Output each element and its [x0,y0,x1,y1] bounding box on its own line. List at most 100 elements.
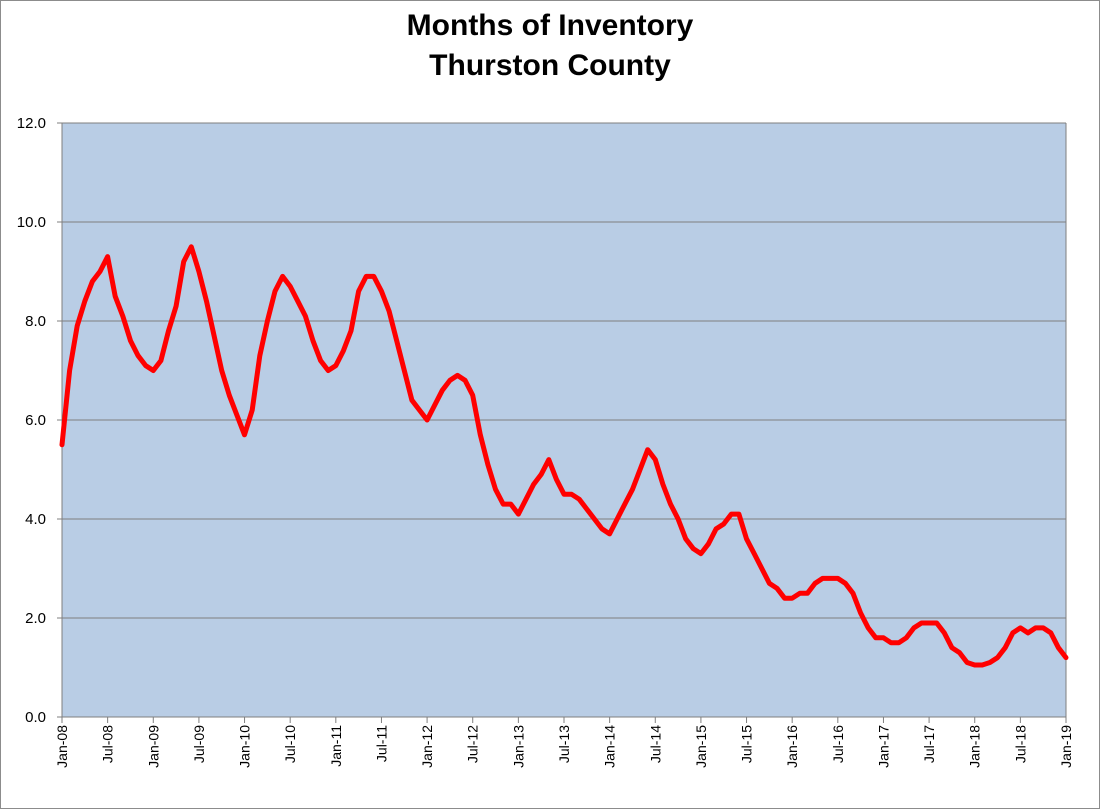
data-point [661,482,665,486]
data-point [585,507,589,511]
data-point [920,621,923,625]
data-point [600,527,604,531]
data-point [1011,631,1015,635]
data-point [281,274,285,278]
data-point [973,663,977,667]
data-point [395,339,399,343]
data-point [1056,646,1060,650]
chart-title-line-1: Months of Inventory [406,9,694,42]
data-point [570,492,574,496]
y-tick-label: 2.0 [25,610,46,627]
data-point [448,378,452,382]
data-point [235,413,239,417]
data-point [760,567,764,570]
data-point [144,364,148,368]
data-point [653,458,657,462]
x-tick-label: Jul-15 [739,725,755,763]
data-point [509,502,513,506]
data-point [106,255,110,259]
data-point [349,329,353,333]
data-point [988,661,992,664]
x-tick-label: Jan-18 [967,725,983,768]
data-point [296,299,300,303]
data-point [471,393,475,397]
data-point [615,517,619,521]
data-point [577,497,581,501]
data-point [836,576,840,580]
data-point [798,591,802,595]
data-point [90,279,94,283]
data-point [790,596,794,600]
data-point [258,354,262,358]
data-point [669,502,672,506]
data-point [273,289,277,293]
data-point [380,289,383,293]
data-point [387,309,391,313]
data-point [220,369,224,372]
data-point [212,334,216,338]
data-point [767,581,771,585]
y-tick-label: 10.0 [17,214,46,231]
data-point [364,274,368,278]
data-point [691,547,695,551]
y-tick-label: 0.0 [25,709,46,726]
data-point [182,260,186,264]
y-tick-label: 12.0 [17,115,46,132]
data-point [912,626,916,630]
data-point [592,517,596,521]
data-point [942,631,946,635]
data-point [174,304,178,308]
data-point [828,576,832,580]
data-point [113,294,117,298]
data-point [539,472,543,476]
x-tick-label: Jan-11 [328,725,344,767]
x-tick-label: Jul-17 [921,725,937,763]
data-point [821,576,825,580]
data-point [851,591,855,595]
data-point [243,433,246,437]
data-point [372,274,376,278]
data-point [516,512,520,516]
data-point [60,443,64,447]
data-point [646,448,650,452]
data-point [684,537,688,541]
x-tick-label: Jul-12 [465,725,481,763]
data-point [638,468,642,471]
data-point [927,621,931,625]
data-point [440,388,444,392]
data-point [783,596,787,600]
data-point [775,586,779,590]
data-point [68,369,72,372]
x-tick-label: Jan-15 [693,725,709,768]
data-point [75,324,79,328]
x-tick-label: Jan-10 [237,725,253,768]
data-point [623,502,627,506]
data-point [897,641,901,645]
data-point [1041,626,1045,630]
chart-title-line-2: Thurston County [429,49,671,82]
y-tick-label: 6.0 [25,412,46,429]
data-point [859,611,863,615]
data-point [159,359,163,363]
data-point [326,369,330,372]
x-tick-label: Jan-09 [145,725,161,768]
x-tick-label: Jul-18 [1012,725,1028,763]
data-point [357,289,361,293]
x-tick-label: Jul-11 [373,725,389,762]
data-point [996,656,999,660]
data-point [250,408,254,412]
data-point [554,477,558,481]
data-point [1034,626,1038,630]
data-point [1018,626,1022,630]
data-point [303,314,307,318]
x-tick-label: Jul-09 [191,725,207,763]
data-point [958,651,961,655]
data-point [737,512,741,516]
data-point [631,487,634,491]
data-point [265,319,269,323]
data-point [699,552,703,556]
data-point [288,284,292,288]
data-point [319,359,323,363]
data-point [418,408,421,412]
